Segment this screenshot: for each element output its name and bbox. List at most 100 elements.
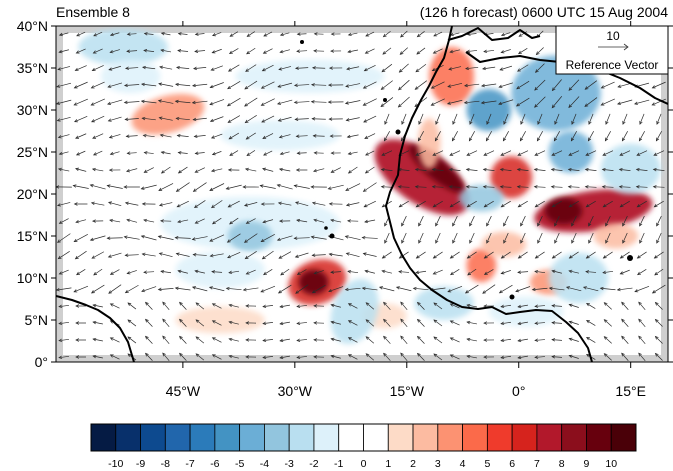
wind-vector-head: [378, 286, 383, 290]
wind-vector: [364, 200, 376, 208]
wind-vector-head: [244, 103, 248, 107]
wind-vector: [144, 152, 154, 154]
wind-vector-head: [517, 321, 522, 326]
wind-vector-head: [619, 255, 624, 259]
wind-vector-head: [503, 239, 507, 244]
wind-vector: [551, 339, 563, 341]
wind-vector: [73, 285, 89, 293]
wind-vector: [483, 169, 495, 171]
wind-vector: [76, 268, 86, 276]
wind-vector-head: [550, 185, 555, 189]
wind-vector: [295, 201, 309, 207]
wind-vector-head: [486, 222, 490, 227]
wind-vector: [566, 286, 582, 292]
wind-vector: [229, 48, 239, 54]
wind-vector-head: [330, 151, 335, 155]
madeira-island: [383, 98, 387, 102]
wind-vector: [551, 96, 563, 108]
wind-vector: [364, 219, 376, 223]
wind-vector-head: [415, 152, 420, 156]
wind-vector-head: [244, 255, 249, 260]
wind-vector: [501, 251, 511, 259]
wind-vector-head: [347, 269, 352, 274]
wind-vector-head: [313, 304, 318, 308]
wind-vector-head: [124, 289, 129, 294]
wind-vector: [143, 50, 155, 52]
wind-vector-head: [469, 239, 473, 244]
wind-vector-head: [448, 185, 453, 189]
wind-vector-head: [452, 239, 456, 244]
wind-vector-head: [313, 49, 318, 53]
wind-vector: [195, 353, 205, 361]
wind-vector-head: [228, 136, 233, 140]
y-tick-label: 20°N: [17, 186, 48, 202]
wind-vector-head: [328, 66, 333, 70]
wind-vector-head: [430, 85, 435, 89]
wind-vector: [228, 132, 240, 140]
wind-vector: [381, 80, 393, 90]
wind-vector-head: [296, 271, 301, 275]
wind-vector: [93, 150, 103, 156]
wind-vector-head: [262, 167, 267, 171]
wind-vector-head: [520, 120, 524, 125]
wind-vector: [569, 321, 579, 325]
wind-vector-head: [345, 84, 350, 88]
wind-vector-head: [73, 102, 78, 106]
wind-vector-head: [585, 152, 590, 156]
wind-vector-head: [210, 135, 215, 139]
anomaly-patch: [227, 220, 273, 252]
wind-vector: [312, 118, 326, 120]
wind-vector-head: [225, 286, 230, 291]
wind-vector-head: [362, 102, 367, 106]
wind-vector-head: [568, 337, 573, 341]
wind-vector-head: [123, 83, 128, 88]
wind-vector: [501, 270, 511, 274]
wind-vector: [450, 32, 460, 36]
wind-vector: [145, 319, 153, 327]
wind-vector-head: [263, 33, 268, 37]
wind-vector: [244, 97, 258, 107]
wind-vector: [280, 268, 290, 276]
wind-vector-head: [209, 238, 214, 242]
wind-vector-head: [586, 303, 590, 307]
wind-vector-head: [194, 220, 199, 224]
colorbar-swatch: [437, 423, 463, 452]
map-axes: 45°W 30°W 15°W 0° 15°E 0° 5°N 10°N 15°N 20°N 25°N 3…: [17, 18, 673, 399]
colorbar-swatch: [115, 423, 141, 452]
colorbar-label: 6: [509, 458, 515, 470]
wind-vector: [638, 318, 646, 328]
wind-vector-head: [533, 167, 538, 172]
wind-vector-head: [330, 32, 335, 36]
wind-vector-head: [143, 151, 148, 155]
wind-vector: [76, 150, 86, 156]
wind-vector-head: [637, 271, 641, 276]
colorbar-swatch: [486, 423, 513, 452]
wind-vector-head: [90, 102, 95, 106]
wind-vector-head: [616, 287, 621, 292]
wind-vector-head: [401, 120, 405, 125]
wind-vector-head: [228, 270, 233, 275]
wind-vector: [246, 150, 256, 156]
wind-vector: [518, 304, 528, 308]
wind-vector: [91, 251, 105, 259]
wind-vector-head: [145, 335, 149, 340]
wind-vector: [162, 352, 170, 362]
wind-vector-head: [278, 135, 283, 139]
wind-vector: [381, 169, 393, 171]
wind-vector-head: [516, 85, 521, 90]
canary-islands: [395, 129, 401, 135]
wind-vector: [244, 80, 258, 90]
wind-vector-head: [500, 271, 505, 275]
wind-vector-head: [311, 66, 316, 70]
wind-vector: [228, 200, 240, 208]
wind-vector-head: [500, 304, 505, 309]
wind-vector-head: [381, 203, 386, 208]
wind-vector-head: [244, 119, 249, 124]
wind-vector: [467, 321, 477, 325]
wind-vector-head: [191, 286, 196, 290]
wind-vector-head: [226, 102, 231, 107]
wind-vector: [415, 270, 427, 274]
wind-vector-head: [533, 185, 538, 189]
wind-vector-head: [361, 286, 366, 291]
wind-vector-head: [73, 289, 78, 293]
